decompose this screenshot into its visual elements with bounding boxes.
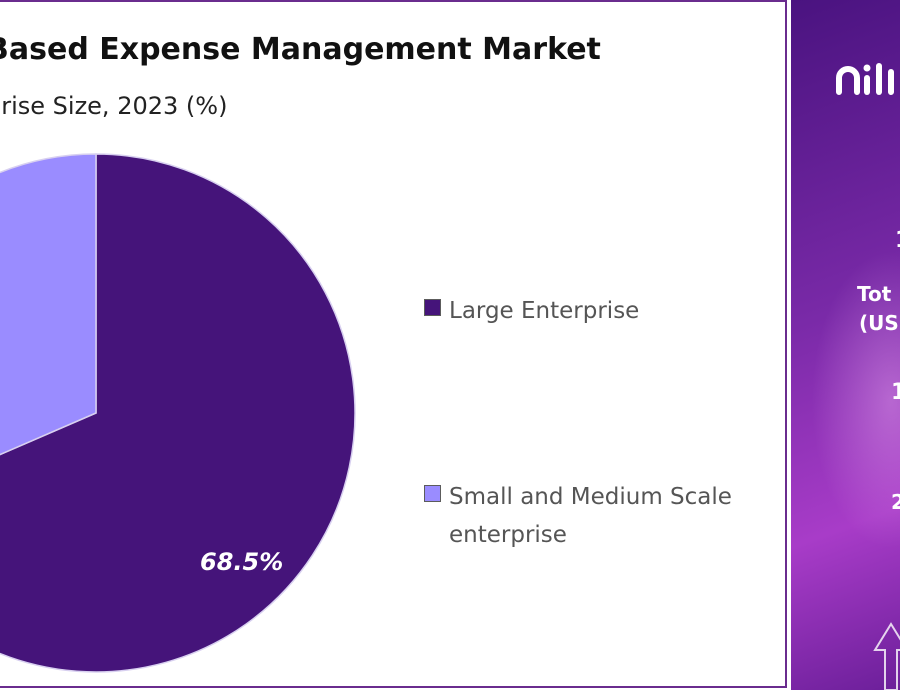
pie-chart bbox=[0, 153, 356, 673]
pie-slice-large-enterprise bbox=[0, 153, 356, 673]
brand-logo-icon bbox=[836, 63, 894, 95]
panel-unit-label: (US bbox=[859, 311, 899, 335]
legend-item-sme: Small and Medium Scale enterprise bbox=[424, 478, 779, 554]
panel-glow bbox=[811, 250, 900, 550]
legend-swatch-sme bbox=[424, 485, 441, 502]
pie-slice-sme bbox=[0, 153, 97, 456]
legend-label-large-enterprise: Large Enterprise bbox=[449, 298, 640, 324]
slice-label-large-enterprise: 68.5% bbox=[200, 548, 284, 576]
arrow-up-icon bbox=[873, 622, 900, 690]
panel-value-fragment-1: 1 bbox=[895, 228, 900, 253]
panel-total-label: Tot bbox=[857, 282, 892, 306]
panel-year-fragment: 2 bbox=[891, 490, 900, 514]
legend-label-sme: Small and Medium Scale enterprise bbox=[449, 484, 732, 548]
chart-panel: Based Expense Management Market prise Si… bbox=[0, 0, 787, 688]
info-side-panel: 1 Tot (US 1 2 bbox=[791, 0, 900, 690]
chart-title: Based Expense Management Market bbox=[0, 32, 601, 67]
panel-value-fragment-2: 1 bbox=[891, 380, 900, 405]
chart-subtitle: prise Size, 2023 (%) bbox=[0, 92, 228, 120]
legend-item-large-enterprise: Large Enterprise bbox=[424, 292, 779, 330]
legend-swatch-large-enterprise bbox=[424, 299, 441, 316]
